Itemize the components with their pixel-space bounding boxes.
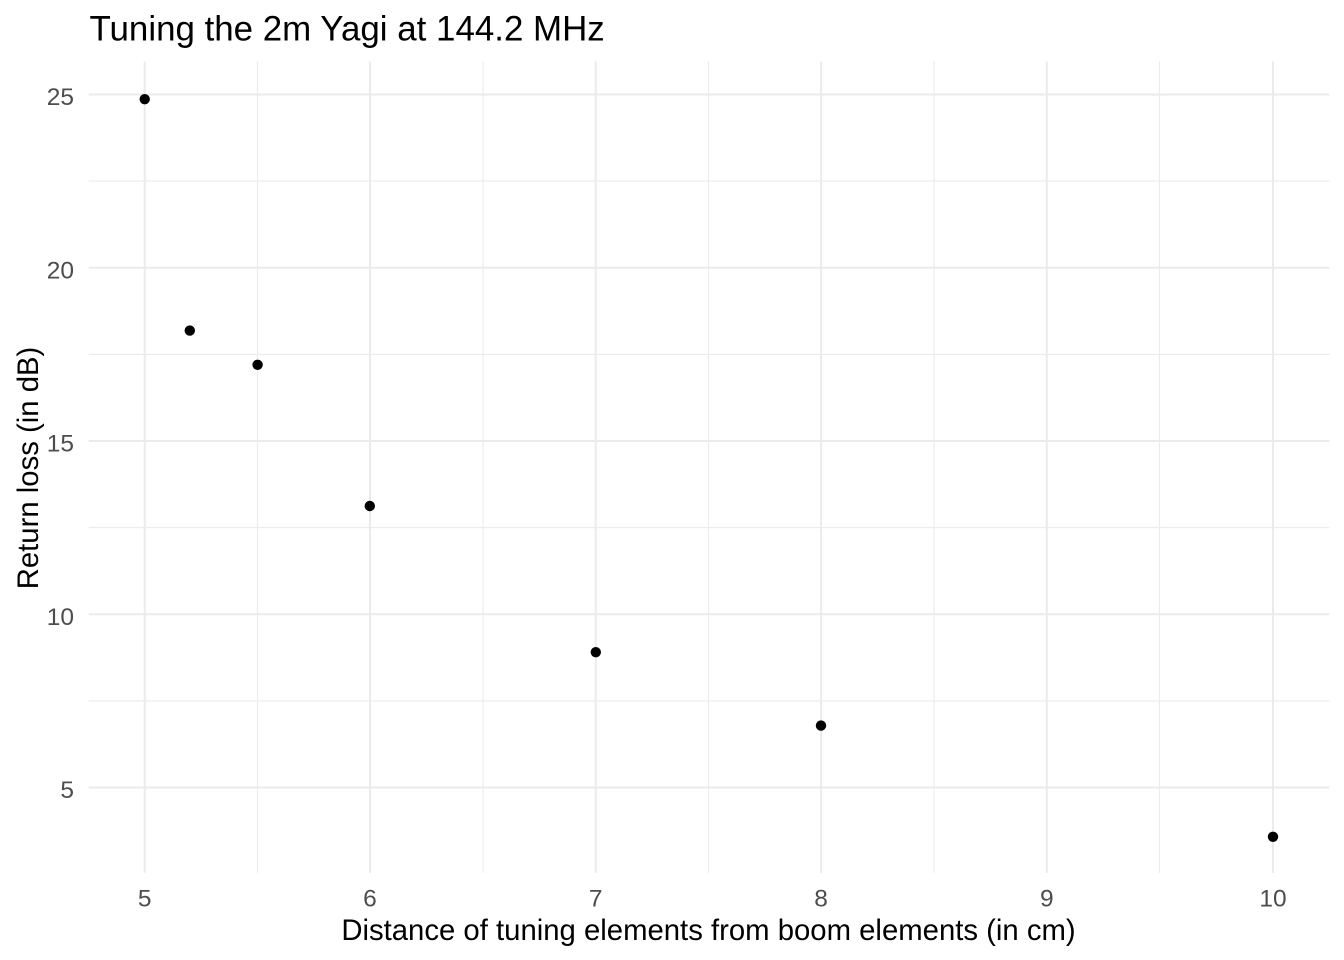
svg-text:7: 7: [589, 885, 603, 912]
svg-text:Tuning the 2m Yagi at 144.2 MH: Tuning the 2m Yagi at 144.2 MHz: [90, 10, 605, 49]
svg-text:20: 20: [47, 257, 74, 284]
svg-text:5: 5: [138, 885, 152, 912]
svg-text:15: 15: [47, 431, 74, 458]
svg-text:10: 10: [47, 604, 74, 631]
svg-text:10: 10: [1259, 885, 1286, 912]
svg-text:25: 25: [47, 84, 74, 111]
svg-text:Distance of tuning elements fr: Distance of tuning elements from boom el…: [341, 914, 1075, 947]
svg-text:5: 5: [60, 777, 74, 804]
svg-text:6: 6: [363, 885, 377, 912]
svg-text:8: 8: [814, 885, 828, 912]
svg-text:9: 9: [1040, 885, 1054, 912]
svg-text:Return loss (in dB): Return loss (in dB): [12, 347, 45, 590]
